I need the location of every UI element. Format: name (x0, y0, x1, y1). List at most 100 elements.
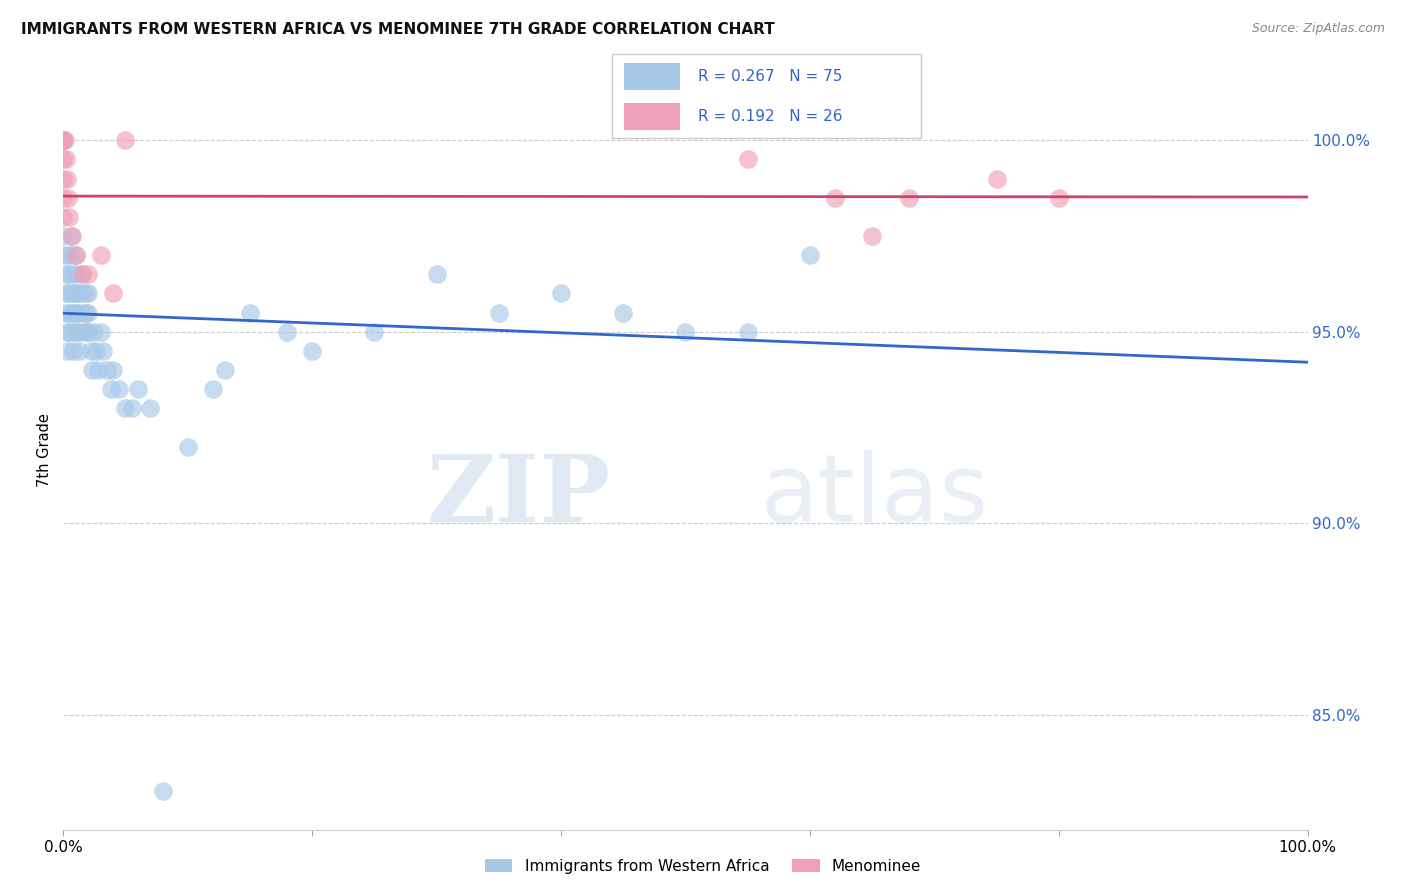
Point (58, 305, 80, 319)
Point (114, 133, 136, 147)
Point (121, 401, 143, 416)
Point (100, 382, 122, 396)
Point (70, 286, 93, 301)
Text: R = 0.192   N = 26: R = 0.192 N = 26 (699, 109, 842, 124)
Point (824, 191, 846, 205)
Point (80, 363, 103, 377)
FancyBboxPatch shape (624, 103, 679, 130)
Point (301, 343, 323, 358)
FancyBboxPatch shape (624, 62, 679, 90)
Point (63, 286, 86, 301)
Point (152, 784, 174, 798)
Point (52, 133, 75, 147)
Point (488, 305, 510, 319)
Text: ZIP: ZIP (426, 451, 610, 541)
Point (79, 343, 101, 358)
Point (101, 363, 124, 377)
Point (52, 133, 75, 147)
Point (52, 133, 75, 147)
Point (79, 325, 101, 339)
Point (76, 325, 98, 339)
Point (65, 268, 87, 282)
Point (201, 382, 224, 396)
Point (60, 268, 83, 282)
Point (83, 325, 105, 339)
Point (612, 305, 634, 319)
Point (58, 268, 80, 282)
Point (63, 305, 86, 319)
Text: R = 0.267   N = 75: R = 0.267 N = 75 (699, 69, 842, 84)
Point (139, 401, 162, 416)
Point (59, 248, 82, 262)
Point (52, 133, 75, 147)
Point (56, 325, 79, 339)
Point (52, 171, 75, 186)
Point (70, 268, 93, 282)
Point (87, 363, 110, 377)
Point (52, 229, 75, 244)
Point (90, 325, 112, 339)
Point (276, 325, 298, 339)
Point (75, 286, 97, 301)
Y-axis label: 7th Grade: 7th Grade (37, 414, 52, 487)
Point (56, 171, 79, 186)
Point (75, 305, 97, 319)
Point (52, 133, 75, 147)
Point (77, 286, 100, 301)
Point (737, 325, 759, 339)
Point (65, 248, 87, 262)
Point (860, 229, 883, 244)
Point (66, 305, 89, 319)
Text: IMMIGRANTS FROM WESTERN AFRICA VS MENOMINEE 7TH GRADE CORRELATION CHART: IMMIGRANTS FROM WESTERN AFRICA VS MENOMI… (21, 22, 775, 37)
Text: atlas: atlas (761, 450, 988, 542)
Point (70, 268, 93, 282)
Point (60, 305, 83, 319)
Point (58, 286, 80, 301)
Point (101, 286, 124, 301)
Point (58, 210, 80, 224)
Point (550, 286, 572, 301)
Point (55, 268, 77, 282)
Point (66, 325, 89, 339)
FancyBboxPatch shape (612, 54, 921, 138)
Point (52, 191, 75, 205)
Point (52, 248, 75, 262)
Point (60, 229, 83, 244)
Point (73, 325, 96, 339)
Point (363, 325, 385, 339)
Point (72, 305, 94, 319)
Point (65, 248, 87, 262)
Point (1047, 191, 1070, 205)
Point (898, 191, 921, 205)
Point (96, 363, 118, 377)
Point (77, 268, 100, 282)
Point (56, 343, 79, 358)
Point (52, 210, 75, 224)
Legend: Immigrants from Western Africa, Menominee: Immigrants from Western Africa, Menomine… (478, 853, 928, 880)
Point (67, 305, 90, 319)
Point (239, 305, 262, 319)
Point (62, 325, 84, 339)
Point (108, 382, 131, 396)
Point (425, 268, 447, 282)
Point (55, 153, 77, 167)
Point (69, 343, 91, 358)
Point (675, 325, 697, 339)
Point (91, 343, 114, 358)
Point (52, 133, 75, 147)
Point (114, 401, 136, 416)
Point (77, 305, 100, 319)
Point (127, 382, 149, 396)
Point (90, 248, 112, 262)
Point (84, 343, 107, 358)
Point (60, 286, 83, 301)
Point (67, 286, 90, 301)
Point (59, 229, 82, 244)
Point (65, 286, 87, 301)
Text: Source: ZipAtlas.com: Source: ZipAtlas.com (1251, 22, 1385, 36)
Point (214, 363, 236, 377)
Point (58, 191, 80, 205)
Point (62, 343, 84, 358)
Point (986, 171, 1008, 186)
Point (58, 248, 80, 262)
